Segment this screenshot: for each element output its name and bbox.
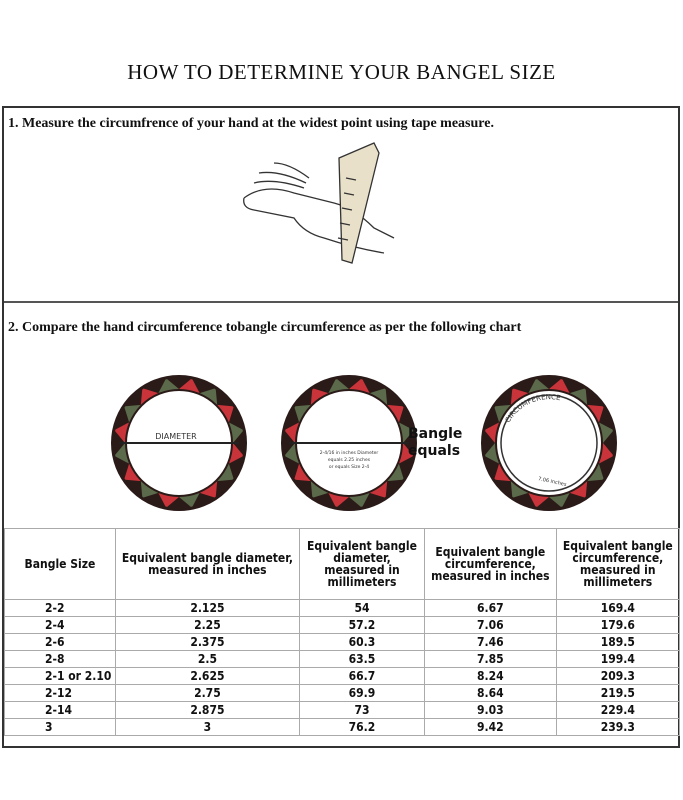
table-cell: 69.9 bbox=[298, 684, 426, 702]
table-cell: 2-1 or 2.10 bbox=[4, 667, 116, 685]
circumference-value: 7.06 inches bbox=[537, 476, 567, 488]
table-cell: 3 bbox=[114, 718, 300, 736]
table-cell: 2.875 bbox=[114, 701, 300, 719]
step-1-text: 1. Measure the circumfrence of your hand… bbox=[8, 116, 494, 131]
table-cell: 2-12 bbox=[4, 684, 116, 702]
table-cell: 2.625 bbox=[114, 667, 300, 685]
step-2-text: 2. Compare the hand circumference tobang… bbox=[8, 320, 522, 335]
table-cell: 57.2 bbox=[298, 616, 426, 634]
table-cell: 229.4 bbox=[555, 701, 681, 719]
column-header: Equivalent bangle diameter, measured in … bbox=[298, 528, 426, 600]
column-header: Equivalent bangle diameter, measured in … bbox=[114, 528, 300, 600]
table-cell: 2.75 bbox=[114, 684, 300, 702]
table-cell: 2.125 bbox=[114, 599, 300, 617]
example-note: or equals Size 2-4 bbox=[329, 464, 369, 470]
bangle-word: Bangle bbox=[408, 426, 463, 442]
table-cell: 219.5 bbox=[555, 684, 681, 702]
bangle-size-table: Bangle Size Equivalent bangle diameter, m… bbox=[4, 528, 681, 736]
table-cell: 169.4 bbox=[555, 599, 681, 617]
column-header: Equivalent bangle circumference, measure… bbox=[555, 528, 681, 600]
table-cell: 7.85 bbox=[424, 650, 557, 668]
table-cell: 199.4 bbox=[555, 650, 681, 668]
table-row: 2-8 2.5 63.5 7.85 199.4 bbox=[4, 650, 681, 668]
table-cell: 2-14 bbox=[4, 701, 116, 719]
bangle-equals-label: Bangle equals bbox=[408, 426, 462, 460]
table-row: 2-6 2.375 60.3 7.46 189.5 bbox=[4, 633, 681, 651]
table-cell: 239.3 bbox=[555, 718, 681, 736]
table-cell: 2.375 bbox=[114, 633, 300, 651]
table-cell: 2-6 bbox=[4, 633, 116, 651]
table-cell: 2-4 bbox=[4, 616, 116, 634]
diameter-label: DIAMETER bbox=[155, 432, 197, 441]
table-cell: 7.46 bbox=[424, 633, 557, 651]
table-cell: 54 bbox=[298, 599, 426, 617]
table-cell: 76.2 bbox=[298, 718, 426, 736]
table-cell: 179.6 bbox=[555, 616, 681, 634]
size-guide-frame: 1. Measure the circumfrence of your hand… bbox=[2, 106, 681, 748]
table-cell: 209.3 bbox=[555, 667, 681, 685]
bangle-diagram: DIAMETER 2-4/16 in inches Diameterequals … bbox=[111, 375, 617, 511]
example-note: 2-4/16 in inches Diameter bbox=[320, 450, 379, 456]
table-cell: 2-8 bbox=[4, 650, 116, 668]
section-divider bbox=[4, 301, 678, 303]
table-cell: 66.7 bbox=[298, 667, 426, 685]
table-cell: 60.3 bbox=[298, 633, 426, 651]
equals-word: equals bbox=[408, 443, 461, 459]
table-cell: 63.5 bbox=[298, 650, 426, 668]
table-row: 2-1 or 2.10 2.625 66.7 8.24 209.3 bbox=[4, 667, 681, 685]
table-cell: 2-2 bbox=[4, 599, 116, 617]
table-row: 3 3 76.2 9.42 239.3 bbox=[4, 718, 681, 736]
table-cell: 8.64 bbox=[424, 684, 557, 702]
table-cell: 2.25 bbox=[114, 616, 300, 634]
table-cell: 189.5 bbox=[555, 633, 681, 651]
table-row: 2-4 2.25 57.2 7.06 179.6 bbox=[4, 616, 681, 634]
table-cell: 2.5 bbox=[114, 650, 300, 668]
bangle-circumference bbox=[481, 375, 617, 511]
example-note: equals 2.25 inches bbox=[328, 457, 371, 463]
table-cell: 9.03 bbox=[424, 701, 557, 719]
table-cell: 8.24 bbox=[424, 667, 557, 685]
table-cell: 7.06 bbox=[424, 616, 557, 634]
table-row: 2-12 2.75 69.9 8.64 219.5 bbox=[4, 684, 681, 702]
page-title: HOW TO DETERMINE YOUR BANGEL SIZE bbox=[127, 60, 556, 84]
table-cell: 3 bbox=[4, 718, 116, 736]
table-cell: 73 bbox=[298, 701, 426, 719]
hand-tape-measure-illustration bbox=[243, 142, 395, 264]
table-row: 2-14 2.875 73 9.03 229.4 bbox=[4, 701, 681, 719]
table-cell: 9.42 bbox=[424, 718, 557, 736]
column-header: Bangle Size bbox=[4, 528, 116, 600]
circumference-ring bbox=[500, 394, 598, 492]
table-row: 2-2 2.125 54 6.67 169.4 bbox=[4, 599, 681, 617]
column-header: Equivalent bangle circumference, measure… bbox=[424, 528, 557, 600]
table-cell: 6.67 bbox=[424, 599, 557, 617]
